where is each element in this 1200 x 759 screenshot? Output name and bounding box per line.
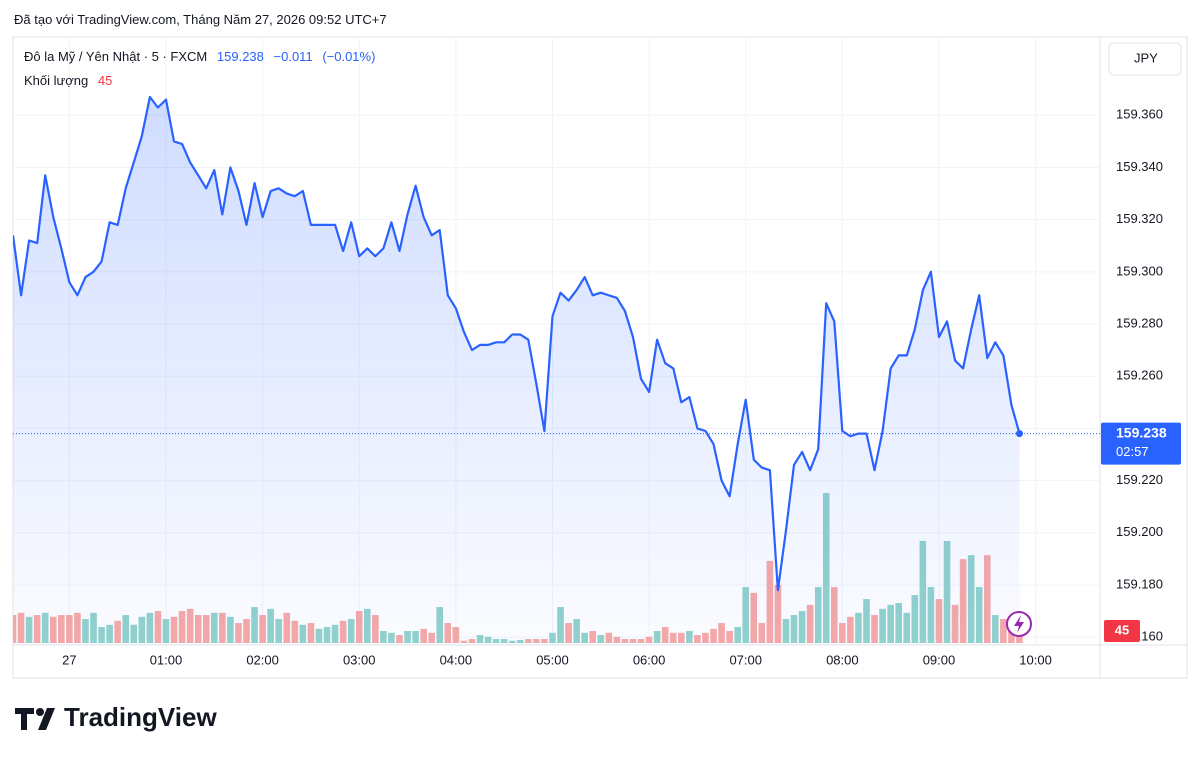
countdown: 02:57 (1116, 444, 1149, 459)
plot (13, 95, 1100, 645)
y-tick-label: 159.220 (1116, 472, 1163, 487)
change-percent: (−0.01%) (322, 49, 376, 64)
axes: 159.160159.180159.200159.220159.240159.2… (62, 107, 1181, 667)
x-tick-label: 27 (62, 652, 76, 667)
y-tick-label: 159.300 (1116, 263, 1163, 278)
last-price: 159.238 (216, 49, 264, 64)
y-tick-label: 159.200 (1116, 524, 1163, 539)
last-point (1015, 430, 1023, 438)
volume-title: Khối lượng (24, 73, 89, 88)
volume-label: 45 (1115, 622, 1129, 637)
y-tick-label: 159.360 (1116, 107, 1163, 122)
price-label-box (1101, 422, 1181, 465)
currency[interactable]: JPY (1134, 50, 1158, 65)
x-tick-label: 09:00 (923, 652, 956, 667)
replay-bolt (1014, 615, 1024, 633)
x-tick-label: 10:00 (1019, 652, 1052, 667)
currency-button[interactable] (1108, 42, 1182, 76)
change: −0.011 (273, 49, 313, 64)
replay-icon[interactable] (1006, 611, 1032, 637)
y-tick-label: 159.280 (1116, 315, 1163, 330)
y-tick-label: 159.180 (1116, 576, 1163, 591)
volume-label-box (1104, 620, 1140, 643)
source: Đã tạo với TradingView.com, Tháng Năm 27… (14, 12, 387, 27)
x-tick-label: 02:00 (246, 652, 279, 667)
x-tick-label: 06:00 (633, 652, 666, 667)
price-line (13, 95, 1021, 592)
volume-legend: Khối lượng 45 (24, 73, 118, 88)
brand: TradingView (64, 702, 217, 732)
x-tick-label: 08:00 (826, 652, 859, 667)
x-tick-label: 04:00 (440, 652, 473, 667)
symbol: Đô la Mỹ / Yên Nhật · 5 · FXCM (24, 49, 208, 64)
y-tick-label: 159.340 (1116, 159, 1163, 174)
logo (15, 708, 55, 730)
y-tick-label: 159.320 (1116, 211, 1163, 226)
x-tick-label: 07:00 (729, 652, 762, 667)
x-tick-label: 01:00 (150, 652, 183, 667)
x-tick-label: 03:00 (343, 652, 376, 667)
price-label: 159.238 (1116, 424, 1167, 440)
y-tick-label: 159.260 (1116, 368, 1163, 383)
volume-last: 45 (97, 73, 113, 88)
area (13, 97, 1020, 645)
x-tick-label: 05:00 (536, 652, 569, 667)
legend: Đô la Mỹ / Yên Nhật · 5 · FXCM 159.238 −… (24, 49, 381, 64)
